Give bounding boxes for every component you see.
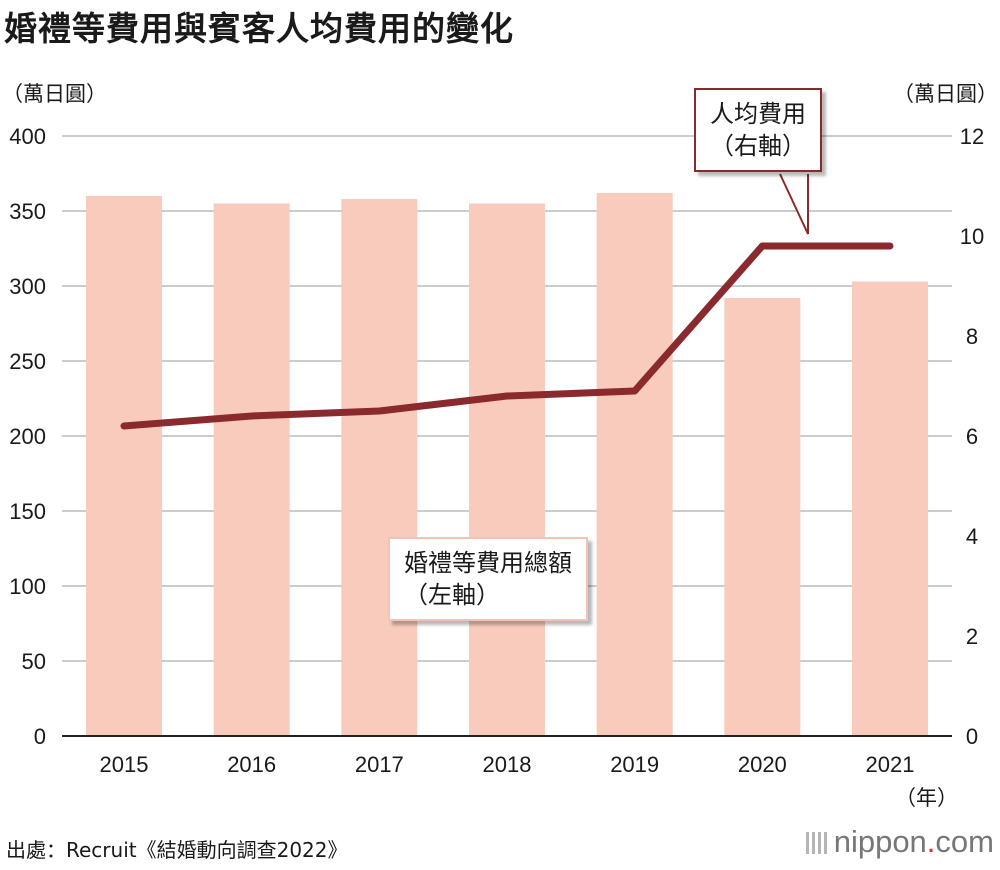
right-axis-unit: （萬日圓）	[893, 82, 998, 106]
x-tick-label: 2021	[866, 752, 915, 777]
bar-2015	[86, 196, 162, 736]
line-callout-name: 人均費用	[710, 100, 806, 128]
bar-2018	[469, 203, 545, 736]
left-tick-label: 0	[34, 724, 46, 749]
logo-bars-icon	[805, 832, 828, 854]
x-tick-label: 2019	[610, 752, 659, 777]
left-tick-label: 50	[22, 649, 46, 674]
left-tick-label: 250	[9, 349, 46, 374]
x-axis-ticks: 2015 2016 2017 2018 2019 2020 2021	[100, 752, 915, 777]
nippon-logo: nippon.com	[805, 824, 994, 860]
x-tick-label: 2015	[100, 752, 149, 777]
x-axis-unit: （年）	[895, 786, 958, 810]
callout-pointer	[779, 173, 809, 235]
bar-series-callout: 婚禮等費用總額 （左軸）	[388, 537, 588, 621]
line-callout-axis: （右軸）	[710, 132, 806, 160]
bar-2020	[724, 298, 801, 736]
right-tick-label: 8	[966, 324, 978, 349]
right-tick-label: 4	[966, 524, 978, 549]
line-series	[120, 242, 894, 430]
left-tick-label: 200	[9, 424, 46, 449]
bar-callout-axis: （左軸）	[404, 581, 500, 609]
bar-2019	[596, 193, 673, 736]
bar-2016	[213, 203, 290, 736]
right-tick-label: 0	[966, 724, 978, 749]
bar-series	[86, 193, 928, 736]
bar-callout-name: 婚禮等費用總額	[404, 549, 572, 577]
left-tick-label: 150	[9, 499, 46, 524]
source-note: 出處：Recruit《結婚動向調查2022》	[6, 838, 348, 862]
right-tick-label: 10	[960, 224, 984, 249]
chart-title: 婚禮等費用與賓客人均費用的變化	[4, 9, 514, 48]
bar-2017	[341, 199, 418, 736]
x-tick-label: 2017	[355, 752, 404, 777]
x-tick-label: 2020	[738, 752, 787, 777]
bar-2021	[852, 281, 928, 736]
left-tick-label: 300	[9, 274, 46, 299]
left-tick-label: 350	[9, 199, 46, 224]
left-tick-label: 400	[9, 124, 46, 149]
right-tick-label: 12	[960, 124, 984, 149]
left-axis-unit: （萬日圓）	[2, 82, 107, 106]
right-axis-ticks: 0 2 4 6 8 10 12	[960, 124, 984, 749]
right-tick-label: 6	[966, 424, 978, 449]
left-axis-ticks: 0 50 100 150 200 250 300 350 400	[9, 124, 46, 749]
left-tick-label: 100	[9, 574, 46, 599]
line-series-callout: 人均費用 （右軸）	[694, 88, 822, 172]
x-tick-label: 2016	[227, 752, 276, 777]
x-tick-label: 2018	[483, 752, 532, 777]
right-tick-label: 2	[966, 624, 978, 649]
